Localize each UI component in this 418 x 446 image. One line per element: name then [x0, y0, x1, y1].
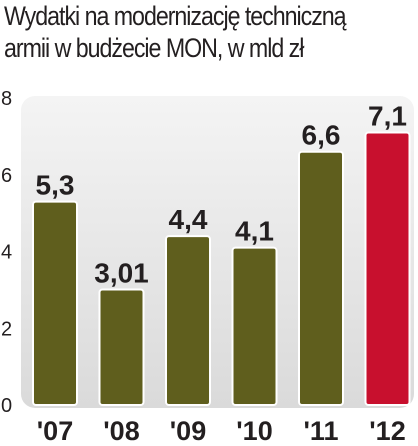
chart-title: Wydatki na modernizację techniczną armii… [4, 1, 347, 63]
x-axis: '07 '08 '09 '10 '11 '12 [37, 416, 406, 446]
x-tick-label: '08 [103, 416, 139, 446]
bar [298, 150, 344, 406]
y-tick-label: 8 [1, 88, 12, 110]
y-axis: 0 2 4 6 8 [1, 88, 12, 417]
plot-area-background [21, 96, 414, 408]
y-tick-label: 4 [1, 242, 12, 264]
y-tick-label: 6 [1, 165, 12, 187]
data-label: 7,1 [368, 101, 407, 132]
x-tick-label: '11 [304, 416, 339, 446]
data-label: 3,01 [94, 257, 149, 288]
data-label: 4,4 [169, 204, 208, 235]
bar [364, 131, 411, 406]
bar [32, 200, 78, 406]
data-label: 6,6 [302, 120, 341, 151]
bar-series: 5,3 3,01 4,4 4,1 6,6 7,1 [32, 101, 411, 406]
y-tick-label: 2 [1, 318, 12, 340]
bar [165, 235, 211, 406]
bar [231, 246, 278, 406]
x-tick-label: '09 [170, 416, 206, 446]
bar [98, 288, 145, 406]
x-tick-label: '07 [37, 416, 73, 446]
data-label: 4,1 [235, 216, 274, 247]
data-label: 5,3 [36, 170, 75, 201]
x-tick-label: '12 [369, 416, 405, 446]
x-tick-label: '10 [236, 416, 272, 446]
y-tick-label: 0 [1, 395, 12, 417]
